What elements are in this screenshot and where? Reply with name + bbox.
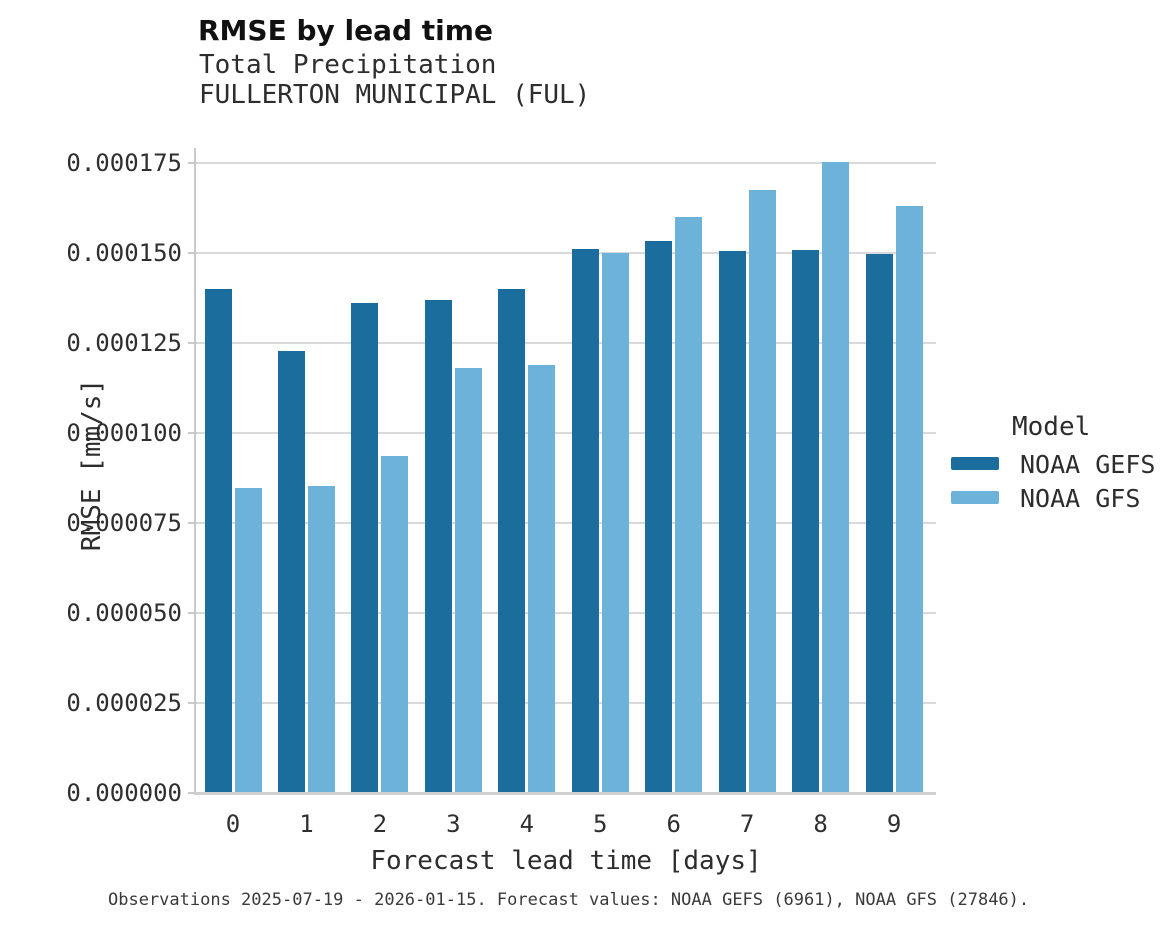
bar-noaa-gfs-day-0	[234, 488, 262, 793]
chart-subtitle-variable: Total Precipitation	[199, 50, 497, 80]
bar-noaa-gfs-day-2	[381, 456, 409, 793]
x-tick-label: 2	[372, 810, 388, 838]
chart-subtitle-station: FULLERTON MUNICIPAL (FUL)	[199, 80, 591, 110]
y-tick-label: 0.000050	[66, 599, 182, 627]
gridline	[196, 522, 936, 524]
x-tick-label: 6	[666, 810, 681, 838]
x-axis-title: Forecast lead time [days]	[370, 846, 762, 876]
bar-noaa-gefs-day-2	[351, 302, 379, 793]
gridline	[196, 252, 936, 254]
bar-noaa-gfs-day-3	[454, 367, 482, 793]
y-tick-mark	[188, 252, 197, 254]
x-tick-label: 1	[299, 810, 314, 838]
bar-noaa-gefs-day-4	[498, 289, 526, 793]
y-tick-mark	[188, 342, 197, 344]
y-tick-mark	[188, 522, 197, 524]
bar-noaa-gfs-day-8	[822, 162, 850, 793]
gridline	[196, 162, 936, 164]
chart-title: RMSE by lead time	[198, 14, 493, 47]
bar-noaa-gfs-day-9	[895, 206, 923, 793]
y-tick-label: 0.000025	[66, 689, 182, 717]
bar-noaa-gfs-day-5	[601, 253, 629, 793]
y-tick-label: 0.000000	[66, 779, 182, 807]
y-tick-label: 0.000150	[66, 239, 182, 267]
bar-noaa-gefs-day-0	[204, 289, 232, 793]
y-tick-mark	[188, 702, 197, 704]
gridline	[196, 612, 936, 614]
x-tick-label: 0	[225, 810, 241, 838]
y-tick-mark	[188, 162, 197, 164]
y-tick-label: 0.000100	[66, 419, 182, 447]
bar-noaa-gefs-day-8	[792, 249, 820, 793]
bar-noaa-gefs-day-7	[718, 250, 746, 793]
y-axis-title: RMSE [mm/s]	[77, 378, 107, 552]
y-tick-label: 0.000125	[66, 329, 182, 357]
caption: Observations 2025-07-19 - 2026-01-15. Fo…	[108, 890, 1030, 910]
gridline	[196, 432, 936, 434]
bar-noaa-gefs-day-3	[424, 299, 452, 793]
gridline	[196, 342, 936, 344]
bar-noaa-gfs-day-7	[748, 190, 776, 793]
x-tick-label: 7	[739, 810, 755, 838]
y-tick-label: 0.000075	[66, 509, 182, 537]
bar-noaa-gefs-day-6	[645, 241, 673, 793]
legend-swatch-noaa-gfs	[951, 491, 999, 504]
legend-title: Model	[1012, 412, 1091, 442]
bar-noaa-gefs-day-5	[571, 249, 599, 793]
y-tick-label: 0.000175	[66, 149, 182, 177]
gridline	[196, 702, 936, 704]
x-tick-label: 9	[886, 810, 902, 838]
x-axis-spine	[194, 792, 936, 795]
bar-noaa-gfs-day-4	[528, 364, 556, 793]
bar-noaa-gfs-day-1	[307, 485, 335, 793]
x-tick-label: 3	[446, 810, 461, 838]
x-tick-label: 4	[519, 810, 535, 838]
bar-noaa-gfs-day-6	[675, 217, 703, 793]
x-tick-label: 8	[813, 810, 828, 838]
bar-noaa-gefs-day-1	[277, 350, 305, 793]
y-tick-mark	[188, 432, 197, 434]
y-tick-mark	[188, 612, 197, 614]
x-tick-label: 5	[593, 810, 608, 838]
bar-noaa-gefs-day-9	[865, 253, 893, 793]
legend-label-noaa-gefs: NOAA GEFS	[1020, 450, 1156, 479]
legend-label-noaa-gfs: NOAA GFS	[1020, 484, 1141, 513]
y-tick-mark	[188, 792, 197, 794]
y-axis-spine	[194, 148, 196, 795]
legend-swatch-noaa-gefs	[951, 457, 999, 470]
